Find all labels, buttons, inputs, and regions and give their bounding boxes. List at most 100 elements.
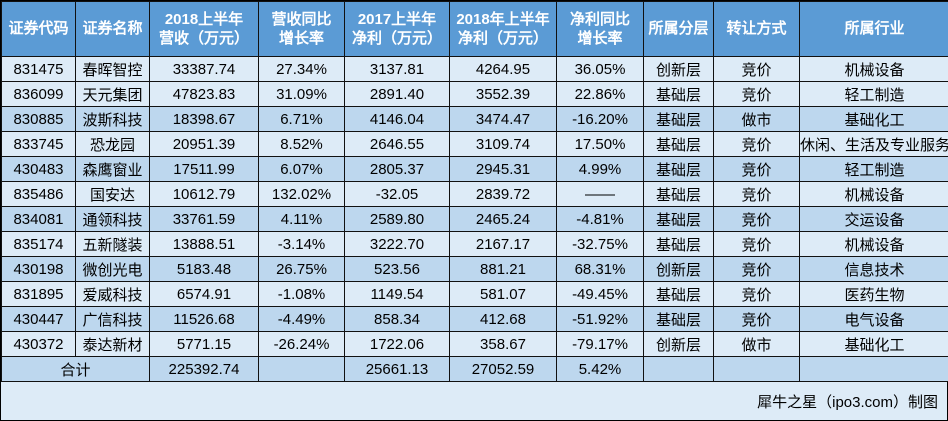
table-cell: 恐龙园: [75, 131, 150, 157]
table-cell: 833745: [1, 131, 76, 157]
table-cell: 基础层: [643, 131, 714, 157]
table-cell: 6574.91: [149, 281, 259, 307]
table-cell: 835486: [1, 181, 76, 207]
table-cell: 6.07%: [258, 156, 345, 182]
table-cell: 33387.74: [149, 56, 259, 82]
table-cell: 13888.51: [149, 231, 259, 257]
table-cell: 3474.47: [449, 106, 557, 132]
table-cell: -32.75%: [556, 231, 644, 257]
table-row: 830885 波斯科技 18398.67 6.71% 4146.04 3474.47 -16…: [1, 106, 948, 132]
table-cell: 830885: [1, 106, 76, 132]
table-cell: 信息技术: [799, 256, 948, 282]
table-cell: 22.86%: [556, 81, 644, 107]
table-cell: 836099: [1, 81, 76, 107]
table-cell: 电气设备: [799, 306, 948, 332]
table-cell: 竞价: [713, 306, 800, 332]
table-cell: 2891.40: [344, 81, 450, 107]
table-cell: 831895: [1, 281, 76, 307]
column-header: 转让方式: [713, 1, 800, 57]
table-row: 835174 五新隧装 13888.51 -3.14% 3222.70 2167.17 -3…: [1, 231, 948, 257]
table-cell: 4.99%: [556, 156, 644, 182]
table-cell: 五新隧装: [75, 231, 150, 257]
column-header: 2018上半年 营收（万元）: [149, 1, 259, 57]
table-cell: 412.68: [449, 306, 557, 332]
table-cell: 基础层: [643, 81, 714, 107]
table-cell: 3109.74: [449, 131, 557, 157]
table-cell: 835174: [1, 231, 76, 257]
table-cell: 交运设备: [799, 206, 948, 232]
table-cell: [258, 356, 345, 382]
table-cell: 爱威科技: [75, 281, 150, 307]
column-header: 2017上半年 净利（万元）: [344, 1, 450, 57]
table-cell: 2646.55: [344, 131, 450, 157]
table-cell: 基础化工: [799, 106, 948, 132]
table-cell: 机械设备: [799, 231, 948, 257]
table-cell: 430372: [1, 331, 76, 357]
table-cell: 858.34: [344, 306, 450, 332]
table-cell: 基础层: [643, 106, 714, 132]
table-cell: 竞价: [713, 281, 800, 307]
table-cell: 通领科技: [75, 206, 150, 232]
table-cell: -4.49%: [258, 306, 345, 332]
table-cell: 泰达新材: [75, 331, 150, 357]
table-cell: 3552.39: [449, 81, 557, 107]
table-cell: -4.81%: [556, 206, 644, 232]
table-cell: 2805.37: [344, 156, 450, 182]
table-cell: 33761.59: [149, 206, 259, 232]
column-header: 营收同比 增长率: [258, 1, 345, 57]
table-cell: 20951.39: [149, 131, 259, 157]
table-cell: 430447: [1, 306, 76, 332]
table-cell: 轻工制造: [799, 81, 948, 107]
column-header: 证券代码: [1, 1, 76, 57]
table-row: 430483 森鹰窗业 17511.99 6.07% 2805.37 2945.31 4.9…: [1, 156, 948, 182]
financial-table: 证券代码 证券名称 2018上半年 营收（万元） 营收同比 增长率 2017上半年 净利…: [1, 1, 948, 382]
table-cell: 创新层: [643, 56, 714, 82]
table-cell: 225392.74: [149, 356, 259, 382]
table-cell: 国安达: [75, 181, 150, 207]
table-cell: 4146.04: [344, 106, 450, 132]
table-cell: 11526.68: [149, 306, 259, 332]
table-cell: 430198: [1, 256, 76, 282]
table-cell: 基础层: [643, 306, 714, 332]
table-cell: 17511.99: [149, 156, 259, 182]
table-header: 证券代码 证券名称 2018上半年 营收（万元） 营收同比 增长率 2017上半年 净利…: [1, 1, 948, 57]
table-cell: 132.02%: [258, 181, 345, 207]
table-row: 831475 春晖智控 33387.74 27.34% 3137.81 4264.95 36…: [1, 56, 948, 82]
table-row: 835486 国安达 10612.79 132.02% -32.05 2839.72 —— 基…: [1, 181, 948, 207]
table-cell: 18398.67: [149, 106, 259, 132]
table-cell: 创新层: [643, 331, 714, 357]
table-cell: 2465.24: [449, 206, 557, 232]
table-cell: -79.17%: [556, 331, 644, 357]
table-cell: -51.92%: [556, 306, 644, 332]
table-cell: 358.67: [449, 331, 557, 357]
column-header: 净利同比 增长率: [556, 1, 644, 57]
table-row: 834081 通领科技 33761.59 4.11% 2589.80 2465.24 -4.…: [1, 206, 948, 232]
table-cell: [713, 356, 800, 382]
table-cell: 17.50%: [556, 131, 644, 157]
table-cell: [799, 356, 948, 382]
column-header: 2018年上半年 净利（万元）: [449, 1, 557, 57]
table-row: 833745 恐龙园 20951.39 8.52% 2646.55 3109.74 17.5…: [1, 131, 948, 157]
table-cell: -1.08%: [258, 281, 345, 307]
table-cell: 1149.54: [344, 281, 450, 307]
table-cell: 休闲、生活及专业服务: [799, 131, 948, 157]
table-row: 836099 天元集团 47823.83 31.09% 2891.40 3552.39 22…: [1, 81, 948, 107]
table-cell: 森鹰窗业: [75, 156, 150, 182]
total-row: 合计 225392.74 25661.13 27052.59 5.42%: [1, 356, 948, 382]
table-cell: 2839.72: [449, 181, 557, 207]
table-cell: 竞价: [713, 181, 800, 207]
table-cell: 竞价: [713, 156, 800, 182]
table-cell: 10612.79: [149, 181, 259, 207]
table-cell: 机械设备: [799, 181, 948, 207]
table-cell: 广信科技: [75, 306, 150, 332]
table-cell: 581.07: [449, 281, 557, 307]
table-cell: 2945.31: [449, 156, 557, 182]
table-cell: 26.75%: [258, 256, 345, 282]
table-cell: 4264.95: [449, 56, 557, 82]
table-cell: 做市: [713, 106, 800, 132]
table-cell: 竞价: [713, 231, 800, 257]
table-cell: [643, 356, 714, 382]
table-cell: 881.21: [449, 256, 557, 282]
table-cell: 竞价: [713, 81, 800, 107]
